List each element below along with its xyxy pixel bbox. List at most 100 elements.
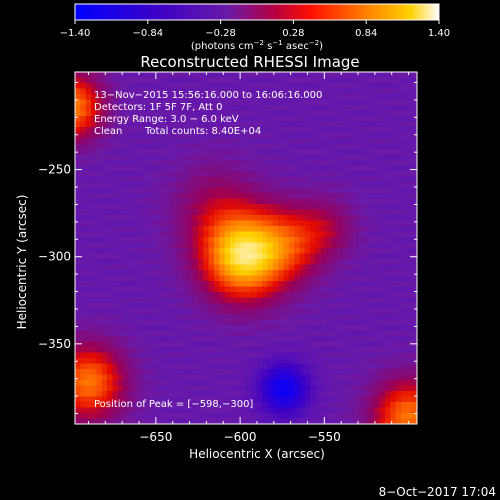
heatmap-cell	[315, 391, 322, 398]
heatmap-cell	[117, 374, 124, 381]
heatmap-cell	[256, 308, 263, 315]
heatmap-cell	[165, 154, 172, 161]
heatmap-cell	[155, 187, 162, 194]
heatmap-cell	[128, 319, 135, 326]
heatmap-cell	[262, 253, 268, 260]
heatmap-cell	[133, 226, 140, 233]
heatmap-cell	[165, 209, 172, 216]
heatmap-cell	[368, 226, 375, 233]
heatmap-cell	[395, 204, 402, 211]
heatmap-cell	[123, 105, 130, 112]
heatmap-cell	[384, 374, 391, 381]
heatmap-cell	[144, 297, 151, 304]
heatmap-cell	[213, 182, 220, 189]
heatmap-cell	[331, 352, 338, 359]
heatmap-cell	[267, 391, 274, 398]
heatmap-cell	[208, 314, 215, 321]
heatmap-cell	[342, 292, 349, 299]
heatmap-cell	[80, 380, 87, 387]
heatmap-cell	[171, 105, 178, 112]
heatmap-cell	[384, 116, 391, 123]
heatmap-cell	[336, 297, 343, 304]
heatmap-cell	[123, 286, 130, 293]
heatmap-cell	[219, 138, 226, 145]
heatmap-cell	[144, 418, 151, 424]
heatmap-cell	[278, 83, 284, 90]
heatmap-cell	[160, 160, 167, 167]
heatmap-cell	[133, 248, 140, 255]
heatmap-cell	[320, 242, 327, 249]
heatmap-cell	[304, 270, 311, 277]
heatmap-cell	[368, 391, 375, 398]
heatmap-cell	[101, 418, 108, 424]
heatmap-cell	[256, 369, 263, 376]
heatmap-cell	[315, 314, 322, 321]
heatmap-cell	[352, 105, 359, 112]
heatmap-cell	[128, 149, 135, 156]
heatmap-cell	[272, 374, 279, 381]
heatmap-cell	[368, 253, 375, 260]
heatmap-cell	[294, 165, 301, 172]
heatmap-cell	[368, 264, 375, 271]
heatmap-cell	[235, 204, 242, 211]
heatmap-cell	[304, 83, 311, 90]
heatmap-cell	[208, 352, 215, 359]
heatmap-cell	[133, 314, 140, 321]
heatmap-cell	[379, 352, 386, 359]
heatmap-cell	[246, 303, 252, 310]
heatmap-cell	[400, 369, 407, 376]
heatmap-cell	[203, 259, 210, 266]
heatmap-cell	[128, 187, 135, 194]
heatmap-cell	[85, 242, 92, 249]
heatmap-cell	[139, 88, 146, 95]
heatmap-cell	[160, 121, 167, 128]
heatmap-cell	[91, 132, 97, 139]
heatmap-cell	[352, 165, 359, 172]
heatmap-cell	[400, 171, 407, 178]
heatmap-cell	[176, 220, 183, 227]
heatmap-cell	[326, 94, 333, 101]
heatmap-cell	[107, 374, 113, 381]
heatmap-cell	[181, 160, 188, 167]
heatmap-cell	[213, 308, 220, 315]
heatmap-cell	[96, 292, 103, 299]
heatmap-cell	[336, 325, 343, 332]
heatmap-cell	[85, 138, 92, 145]
heatmap-cell	[363, 253, 370, 260]
heatmap-cell	[224, 193, 231, 200]
heatmap-cell	[85, 83, 92, 90]
heatmap-cell	[246, 330, 252, 337]
heatmap-cell	[219, 83, 226, 90]
heatmap-cell	[208, 209, 215, 216]
heatmap-cell	[171, 220, 178, 227]
heatmap-cell	[112, 292, 119, 299]
heatmap-cell	[326, 330, 333, 337]
heatmap-cell	[224, 341, 231, 348]
heatmap-cell	[160, 275, 167, 282]
heatmap-cell	[331, 94, 338, 101]
heatmap-cell	[85, 143, 92, 150]
heatmap-cell	[107, 341, 113, 348]
heatmap-cell	[352, 303, 359, 310]
heatmap-cell	[411, 336, 417, 343]
heatmap-cell	[288, 182, 295, 189]
heatmap-cell	[213, 369, 220, 376]
heatmap-cell	[294, 418, 301, 424]
heatmap-cell	[80, 215, 87, 222]
heatmap-cell	[85, 127, 92, 134]
heatmap-cell	[310, 413, 317, 420]
heatmap-cell	[326, 72, 333, 79]
heatmap-cell	[251, 226, 258, 233]
heatmap-cell	[219, 418, 226, 424]
heatmap-cell	[208, 264, 215, 271]
heatmap-cell	[342, 160, 349, 167]
heatmap-cell	[133, 319, 140, 326]
heatmap-cell	[155, 325, 162, 332]
heatmap-cell	[123, 77, 130, 84]
heatmap-cell	[75, 105, 81, 112]
heatmap-cell	[379, 77, 386, 84]
heatmap-cell	[101, 171, 108, 178]
heatmap-cell	[85, 264, 92, 271]
heatmap-cell	[326, 204, 333, 211]
heatmap-cell	[326, 198, 333, 205]
